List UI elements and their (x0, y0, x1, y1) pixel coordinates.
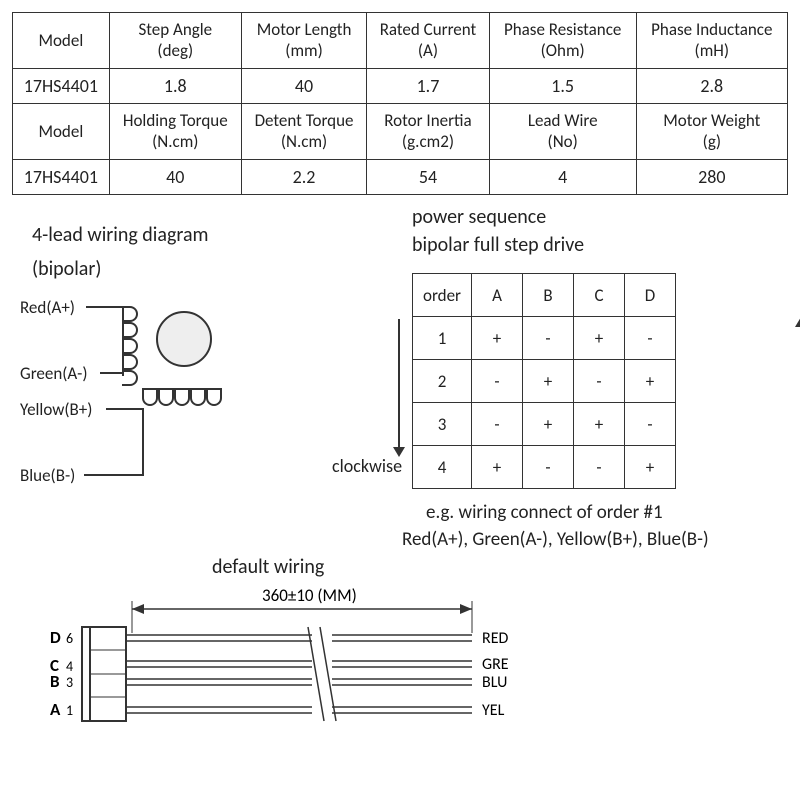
td: + (472, 317, 523, 360)
td: 1.7 (367, 68, 490, 104)
coil-a (122, 306, 154, 376)
td: - (574, 360, 625, 403)
svg-text:1: 1 (66, 702, 73, 719)
td: - (523, 446, 574, 489)
svg-text:B: B (50, 671, 60, 692)
wiring-subtitle: (bipolar) (32, 257, 382, 281)
coil-b (142, 388, 222, 409)
sequence-table: order A B C D 1 + - + - 2 - + - (412, 273, 676, 489)
th: A (472, 274, 523, 317)
clockwise-label: clockwise (332, 455, 402, 477)
spec-table: Model Step Angle(deg) Motor Length(mm) R… (12, 12, 788, 195)
seq-row: 3 - + + - (413, 403, 676, 446)
th: Motor Weight(g) (636, 104, 787, 160)
th: Motor Length(mm) (241, 13, 366, 69)
seq-row: 1 + - + - (413, 317, 676, 360)
td: + (472, 446, 523, 489)
svg-text:YEL: YEL (482, 701, 505, 720)
th: Holding Torque(N.cm) (109, 104, 241, 160)
svg-text:BLU: BLU (482, 673, 507, 692)
td: 2.8 (636, 68, 787, 104)
seq-header-row: order A B C D (413, 274, 676, 317)
label-b-plus: Yellow(B+) (20, 399, 92, 420)
label-b-minus: Blue(B-) (20, 465, 75, 486)
svg-text:RED: RED (482, 629, 509, 648)
spec-header-row-2: Model Holding Torque(N.cm) Detent Torque… (13, 104, 788, 160)
td: + (625, 446, 676, 489)
td: + (574, 403, 625, 446)
svg-text:A: A (50, 699, 61, 720)
td: + (574, 317, 625, 360)
default-wiring-title: default wiring (212, 555, 788, 579)
label-a-minus: Green(A-) (20, 363, 88, 384)
td: + (625, 360, 676, 403)
td: + (523, 360, 574, 403)
td: - (574, 446, 625, 489)
th: Phase Inductance(mH) (636, 13, 787, 69)
example-line-2: Red(A+), Green(A-), Yellow(B+), Blue(B-) (402, 528, 788, 551)
th: Model (13, 13, 110, 69)
th: Model (13, 104, 110, 160)
td: 2 (413, 360, 472, 403)
td: + (523, 403, 574, 446)
label-a-plus: Red(A+) (20, 297, 75, 318)
spec-data-row-1: 17HS4401 1.8 40 1.7 1.5 2.8 (13, 68, 788, 104)
sequence-title-1: power sequence (412, 205, 788, 229)
th: Rotor Inertia(g.cm2) (367, 104, 490, 160)
td: 40 (241, 68, 366, 104)
svg-text:D: D (50, 627, 61, 648)
td: 1.5 (489, 68, 636, 104)
rotor-icon (156, 311, 212, 367)
td: 1.8 (109, 68, 241, 104)
arrow-down-icon (398, 319, 400, 455)
td: 54 (367, 159, 490, 195)
th: Step Angle(deg) (109, 13, 241, 69)
td: 4 (413, 446, 472, 489)
th: D (625, 274, 676, 317)
th: Rated Current(A) (367, 13, 490, 69)
td: 17HS4401 (13, 68, 110, 104)
td: 4 (489, 159, 636, 195)
wiring-title: 4-lead wiring diagram (32, 223, 382, 247)
default-wiring-diagram: 360±10 (MM) D 6 C 4 B 3 A 1 (12, 583, 572, 733)
td: - (523, 317, 574, 360)
svg-text:GRE: GRE (482, 655, 509, 674)
td: 40 (109, 159, 241, 195)
td: 2.2 (241, 159, 366, 195)
td: 1 (413, 317, 472, 360)
td: - (625, 403, 676, 446)
td: - (472, 360, 523, 403)
example-line-1: e.g. wiring connect of order #1 (426, 501, 788, 524)
td: 3 (413, 403, 472, 446)
th: order (413, 274, 472, 317)
th: B (523, 274, 574, 317)
td: - (472, 403, 523, 446)
th: Phase Resistance(Ohm) (489, 13, 636, 69)
spec-data-row-2: 17HS4401 40 2.2 54 4 280 (13, 159, 788, 195)
th: Detent Torque(N.cm) (241, 104, 366, 160)
spec-header-row-1: Model Step Angle(deg) Motor Length(mm) R… (13, 13, 788, 69)
svg-text:3: 3 (66, 674, 73, 691)
seq-row: 2 - + - + (413, 360, 676, 403)
th: C (574, 274, 625, 317)
svg-text:4: 4 (66, 658, 73, 675)
td: 17HS4401 (13, 159, 110, 195)
sequence-title-2: bipolar full step drive (412, 233, 788, 257)
wiring-diagram: Red(A+) Green(A-) Yellow(B+) Blue(B-) (20, 291, 382, 521)
svg-text:6: 6 (66, 630, 73, 647)
seq-row: 4 + - - + (413, 446, 676, 489)
td: 280 (636, 159, 787, 195)
th: Lead Wire(No) (489, 104, 636, 160)
td: - (625, 317, 676, 360)
dimension-text: 360±10 (MM) (262, 585, 357, 606)
